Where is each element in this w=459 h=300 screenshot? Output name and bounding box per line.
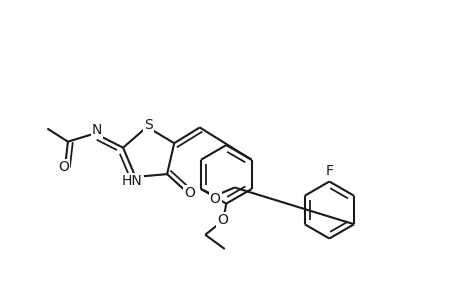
Text: O: O [184, 186, 194, 200]
Text: O: O [209, 192, 220, 206]
Text: O: O [58, 160, 69, 174]
Text: S: S [144, 118, 152, 132]
Text: N: N [92, 123, 102, 137]
Text: F: F [325, 164, 333, 178]
Text: HN: HN [122, 174, 143, 188]
Text: O: O [217, 214, 228, 227]
